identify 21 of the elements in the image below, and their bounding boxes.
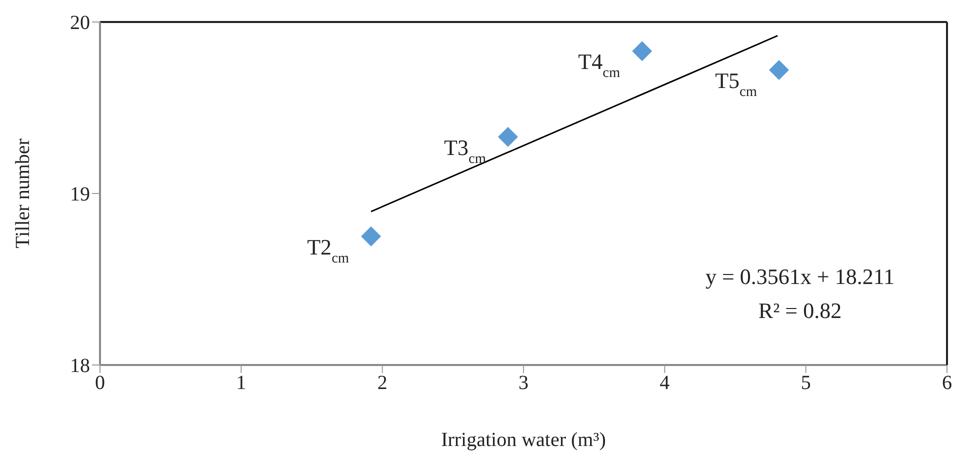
y-tick-label: 18 [70, 355, 90, 378]
annotation: T2$_{cm}$ [307, 234, 350, 266]
point [361, 226, 382, 246]
x-axis-title: Irrigation water (m³) [441, 429, 606, 451]
y-tick-label: 19 [70, 184, 90, 206]
y-axis-title: Tiller number [12, 138, 34, 248]
equation-note: y = 0.3561x + 18.211 R² = 0.82 [704, 263, 896, 325]
x-tick-label: 6 [942, 372, 952, 394]
x-tick-label: 3 [518, 372, 528, 394]
x-tick-label: 4 [660, 372, 670, 394]
x-tick-label: 0 [95, 372, 105, 394]
x-tick-label: 2 [377, 372, 388, 394]
annotation: T4$_{cm}$ [578, 49, 620, 82]
point [498, 126, 518, 147]
x-tick-label: 5 [800, 372, 811, 394]
y-tick-label: 20 [70, 12, 90, 34]
point [632, 41, 652, 62]
point [769, 60, 790, 80]
x-tick-label: 1 [236, 372, 246, 394]
annotation: T3$_{cm}$ [444, 134, 486, 167]
annotation: T5$_{cm}$ [715, 68, 758, 100]
